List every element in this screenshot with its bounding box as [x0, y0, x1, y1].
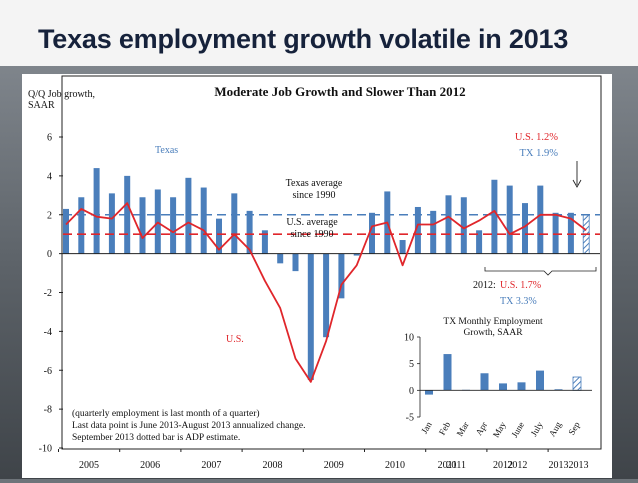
x-tick-label: 2011 — [446, 460, 466, 471]
x-tick-label: 2006 — [140, 460, 160, 471]
texas-bar — [476, 230, 483, 254]
texas-bar — [261, 230, 268, 254]
y-axis-label: SAAR — [28, 100, 55, 111]
texas-bar — [537, 185, 544, 254]
y-tick-label: -2 — [44, 288, 52, 299]
texas-bar — [338, 253, 345, 299]
inset-bar — [554, 389, 563, 391]
footnote-line: September 2013 dotted bar is ADP estimat… — [72, 433, 240, 443]
y-tick-label: 2 — [47, 210, 52, 221]
inset-bar — [499, 383, 507, 391]
label-2012-year: 2012: — [473, 280, 496, 291]
x-tick-label: 2005 — [79, 460, 99, 471]
inset-y-tick-label: 5 — [409, 359, 414, 370]
y-tick-label: -6 — [44, 366, 52, 377]
latest-arrow-head — [572, 179, 582, 188]
texas-bar — [369, 212, 375, 254]
x-tick-label: 2009 — [324, 460, 344, 471]
plot-frame — [61, 75, 602, 450]
footnote-line: Last data point is June 2013-August 2013… — [72, 421, 306, 431]
us-line — [65, 202, 587, 383]
texas-bar — [108, 193, 115, 254]
y-tick-label: -4 — [44, 327, 52, 338]
texas-average-label: since 1990 — [292, 190, 335, 201]
texas-bar — [63, 208, 69, 254]
texas-average-label: Texas average — [286, 178, 343, 189]
inset-background — [398, 312, 600, 448]
texas-bar — [185, 177, 192, 254]
texas-bar — [506, 185, 513, 254]
texas-bar — [522, 203, 528, 254]
texas-bar — [231, 193, 238, 254]
inset-bar — [536, 370, 544, 391]
x-tick-label: 2008 — [263, 460, 283, 471]
y-tick-label: -10 — [39, 444, 52, 455]
texas-bar — [277, 253, 284, 264]
inset-bar — [443, 354, 452, 391]
texas-bar — [567, 212, 574, 254]
us-average-label: since 1990 — [290, 229, 333, 240]
label-2012-tx: TX 3.3% — [500, 296, 537, 307]
texas-series-label: Texas — [155, 145, 178, 156]
x-tick-label: 2013 — [569, 460, 589, 471]
texas-bar — [246, 210, 253, 254]
x-tick-label: 2007 — [201, 460, 221, 471]
texas-bar — [353, 253, 360, 256]
us-series-label: U.S. — [226, 334, 244, 345]
y-tick-label: 6 — [47, 133, 52, 144]
inset-y-tick-label: -5 — [406, 413, 414, 424]
inset-bar — [517, 382, 526, 391]
chart-title: Moderate Job Growth and Slower Than 2012 — [214, 84, 465, 99]
inset-y-tick-label: 0 — [409, 386, 414, 397]
main-chart: Moderate Job Growth and Slower Than 2012… — [28, 75, 602, 471]
label-2012-us: U.S. 1.7% — [500, 280, 541, 291]
texas-bar — [78, 197, 85, 254]
texas-bar — [216, 218, 222, 254]
footnote-line: (quarterly employment is last month of a… — [72, 408, 260, 419]
texas-bar — [399, 240, 406, 254]
latest-tx-label: TX 1.9% — [520, 148, 559, 159]
texas-bar — [139, 197, 146, 254]
inset-bar — [480, 373, 489, 391]
texas-bar — [292, 253, 299, 272]
inset-year-label: 2011 — [438, 460, 458, 471]
y-tick-label: 0 — [47, 249, 52, 260]
inset-y-tick-label: 10 — [404, 333, 414, 344]
texas-bar — [491, 179, 498, 254]
texas-bar — [460, 197, 467, 254]
us-average-label: U.S. average — [286, 217, 338, 228]
latest-us-label: U.S. 1.2% — [515, 132, 558, 143]
texas-bar — [200, 187, 207, 254]
texas-bar — [552, 212, 559, 254]
x-tick-label: 2010 — [385, 460, 405, 471]
title-bar — [0, 0, 638, 66]
y-tick-label: -8 — [44, 405, 52, 416]
texas-bar — [154, 189, 161, 254]
inset-bar-estimate — [572, 376, 582, 391]
texas-bar — [93, 168, 100, 254]
inset-title: TX Monthly Employment — [443, 317, 543, 327]
texas-bar — [307, 253, 314, 380]
inset-bar — [425, 390, 433, 395]
texas-bar — [414, 206, 421, 254]
texas-bar — [445, 195, 452, 254]
y-tick-label: 4 — [47, 171, 52, 182]
bracket-2012 — [484, 267, 597, 276]
chart-panel: Moderate Job Growth and Slower Than 2012… — [22, 74, 612, 478]
texas-bar — [430, 210, 437, 254]
texas-bar — [170, 197, 177, 254]
x-tick-label: 2012 — [507, 460, 527, 471]
inset-year-label: 2012 — [493, 460, 513, 471]
inset-year-label: 2013 — [549, 460, 569, 471]
texas-bar — [323, 253, 330, 338]
y-axis-label: Q/Q Job growth, — [28, 89, 95, 100]
slide-title: Texas employment growth volatile in 2013 — [38, 24, 569, 54]
inset-title: Growth, SAAR — [463, 328, 523, 338]
